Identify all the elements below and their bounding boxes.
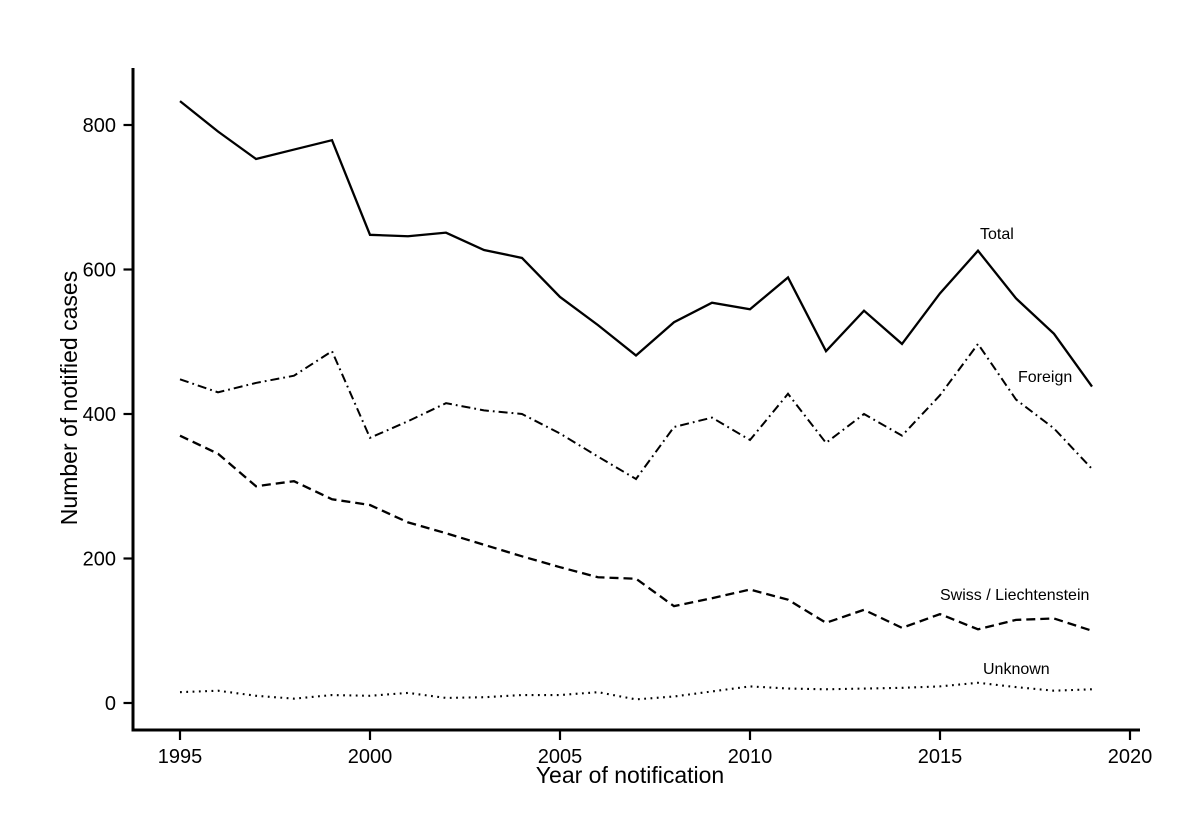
- series-label-unknown: Unknown: [983, 661, 1050, 678]
- series-line-foreign: [179, 342, 1093, 481]
- y-axis-tick-label: 200: [83, 549, 116, 571]
- x-axis-tick-label: 1995: [158, 746, 203, 768]
- x-axis-tick-label: 2020: [1108, 746, 1153, 768]
- series-line-total: [179, 100, 1093, 388]
- series-label-foreign: Foreign: [1018, 369, 1072, 386]
- y-axis-tick-label: 400: [83, 404, 116, 426]
- y-axis-tick-label: 600: [83, 260, 116, 282]
- x-axis-tick-label: 2010: [728, 746, 773, 768]
- series-label-total: Total: [980, 226, 1014, 243]
- y-axis-title: Number of notified cases: [56, 271, 82, 525]
- x-axis-tick-label: 2015: [918, 746, 963, 768]
- series-line-unknown: [179, 681, 1093, 701]
- x-axis-title: Year of notification: [536, 762, 724, 788]
- series-label-swiss-liechtenstein: Swiss / Liechtenstein: [940, 587, 1089, 604]
- series-line-swiss-liechtenstein: [179, 434, 1093, 632]
- y-axis-tick-label: 800: [83, 115, 116, 137]
- y-axis-tick-label: 0: [105, 693, 116, 715]
- x-axis-tick-label: 2005: [538, 746, 583, 768]
- x-axis-tick-label: 2000: [348, 746, 393, 768]
